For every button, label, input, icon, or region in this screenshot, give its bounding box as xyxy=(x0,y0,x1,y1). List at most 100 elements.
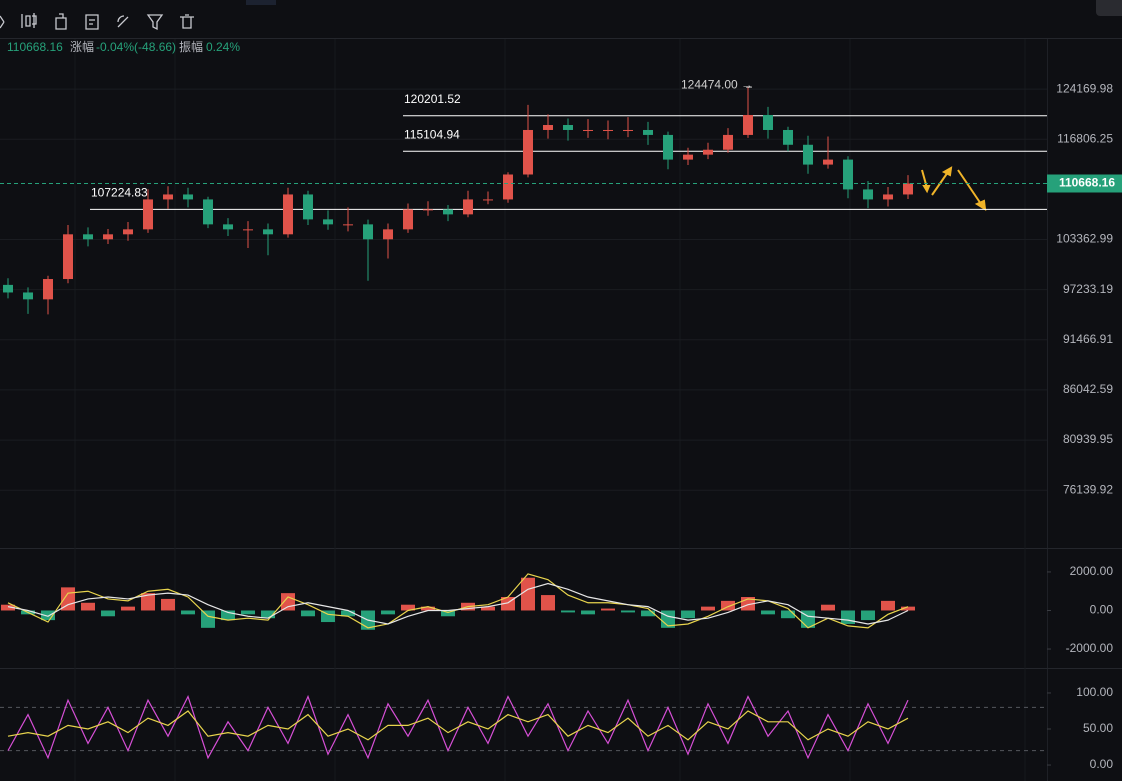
candle-body xyxy=(63,234,73,280)
macd-bar xyxy=(781,610,795,619)
change-label: 涨幅 xyxy=(70,39,94,54)
high-marker-label: 124474.00 → xyxy=(681,77,753,91)
candle-body xyxy=(763,114,773,130)
amplitude-label: 振幅 xyxy=(179,39,203,54)
candle-body xyxy=(263,229,273,235)
macd-bar xyxy=(681,610,695,619)
price-line-label: 115104.94 xyxy=(404,127,460,141)
macd-bar xyxy=(221,610,235,621)
macd-bar xyxy=(701,606,715,611)
toolbar-icon[interactable] xyxy=(0,15,5,29)
candle-body xyxy=(563,124,573,130)
last-price-tag xyxy=(1047,174,1122,193)
candle-body xyxy=(123,229,133,235)
candle-body xyxy=(803,144,813,165)
price-line-label: 120201.52 xyxy=(404,92,461,106)
candle-body xyxy=(223,224,233,230)
y-tick-label: 91466.91 xyxy=(1063,332,1113,346)
candle-body xyxy=(843,159,853,190)
amplitude-value: 0.24% xyxy=(206,40,240,54)
candle-body xyxy=(663,134,673,160)
candle-body xyxy=(603,129,613,131)
arrowhead xyxy=(941,166,953,177)
candle-body xyxy=(143,199,153,230)
template-icon[interactable] xyxy=(55,13,67,30)
corner-button[interactable] xyxy=(1096,0,1122,16)
macd-bar xyxy=(761,610,775,615)
macd-bar xyxy=(541,595,555,611)
candle-body xyxy=(383,229,393,240)
macd-bar xyxy=(901,606,915,611)
macd-bar xyxy=(441,610,455,617)
candle-body xyxy=(583,129,593,131)
candle-body xyxy=(183,194,193,200)
candle-body xyxy=(243,229,253,231)
draw-icon[interactable] xyxy=(117,15,129,28)
candle-body xyxy=(303,194,313,220)
macd-bar xyxy=(841,610,855,624)
arrow xyxy=(957,169,982,205)
candle-body xyxy=(703,149,713,155)
macd-bar xyxy=(241,610,255,615)
macd-bar xyxy=(481,606,495,611)
filter-icon[interactable] xyxy=(146,14,164,31)
candle-body xyxy=(363,224,373,240)
macd-bar xyxy=(581,610,595,615)
macd-bar xyxy=(181,610,195,615)
candle-body xyxy=(463,199,473,215)
arrowhead xyxy=(974,199,987,211)
macd-bar xyxy=(721,600,735,611)
toolbar xyxy=(0,13,194,31)
macd-bar xyxy=(41,610,55,621)
candle-body xyxy=(403,209,413,230)
macd-bar xyxy=(861,610,875,621)
y-tick-label: 2000.00 xyxy=(1070,564,1114,578)
candle-body xyxy=(423,209,433,211)
macd-bar xyxy=(641,610,655,617)
candle-body xyxy=(743,114,753,135)
candle-body xyxy=(483,199,493,201)
y-tick-label: 80939.95 xyxy=(1063,432,1113,446)
macd-bar xyxy=(421,606,435,611)
macd-bar xyxy=(141,593,155,611)
y-tick-label: 97233.19 xyxy=(1063,282,1113,296)
candle-body xyxy=(643,129,653,135)
macd-bar xyxy=(341,610,355,617)
candle-body xyxy=(23,292,33,300)
candle-body xyxy=(3,284,13,293)
macd-bar xyxy=(381,610,395,615)
candle-body xyxy=(283,194,293,235)
y-tick-label: 86042.59 xyxy=(1063,382,1113,396)
candle-body xyxy=(503,174,513,200)
candle-body xyxy=(43,279,53,300)
price-line-label: 107224.83 xyxy=(91,186,148,200)
y-tick-label: 50.00 xyxy=(1083,721,1113,735)
macd-bar xyxy=(101,610,115,617)
dea-line xyxy=(7,582,909,625)
candle-body xyxy=(543,124,553,130)
candle-body xyxy=(443,209,453,215)
candle-body xyxy=(903,183,913,195)
y-tick-label: 116806.25 xyxy=(1057,131,1113,145)
last-price-label: 110668.16 xyxy=(1059,176,1115,190)
candle-body xyxy=(83,234,93,240)
note-icon[interactable] xyxy=(85,14,99,30)
close-value: 110668.16 xyxy=(7,40,63,54)
candle-icon[interactable] xyxy=(21,13,37,28)
macd-bar xyxy=(601,608,615,611)
macd-bar xyxy=(321,610,335,623)
candle-body xyxy=(863,189,873,200)
candle-body xyxy=(523,129,533,175)
macd-bar xyxy=(561,610,575,613)
candle-body xyxy=(783,129,793,145)
arrowhead xyxy=(922,185,931,194)
candle-body xyxy=(163,194,173,200)
y-tick-label: 124169.98 xyxy=(1056,81,1113,95)
delete-icon[interactable] xyxy=(180,14,194,29)
candle-body xyxy=(623,129,633,131)
macd-bar xyxy=(121,606,135,611)
candle-body xyxy=(883,194,893,200)
